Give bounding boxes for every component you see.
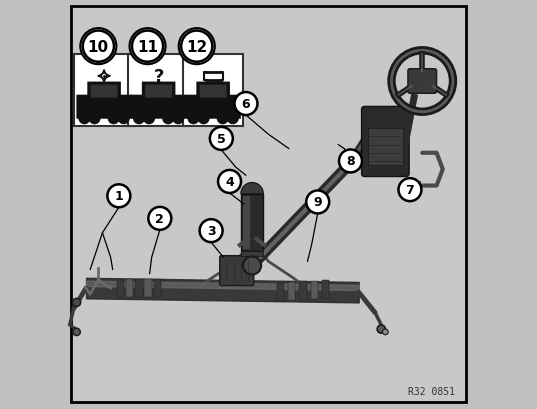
FancyBboxPatch shape bbox=[361, 107, 409, 177]
Text: ?: ? bbox=[154, 68, 164, 85]
FancyBboxPatch shape bbox=[76, 95, 132, 119]
Circle shape bbox=[133, 113, 145, 125]
Bar bbox=[299, 282, 307, 300]
Circle shape bbox=[198, 113, 209, 125]
Text: 11: 11 bbox=[137, 40, 158, 54]
Text: 9: 9 bbox=[314, 196, 322, 209]
Circle shape bbox=[118, 113, 130, 125]
FancyBboxPatch shape bbox=[145, 85, 172, 99]
Circle shape bbox=[179, 29, 215, 65]
Circle shape bbox=[200, 220, 222, 243]
FancyBboxPatch shape bbox=[91, 85, 118, 99]
Bar bbox=[322, 280, 329, 298]
FancyBboxPatch shape bbox=[131, 95, 186, 119]
Bar bbox=[277, 283, 284, 301]
Circle shape bbox=[217, 113, 229, 125]
Text: 5: 5 bbox=[217, 133, 226, 146]
Bar bbox=[128, 55, 189, 127]
Circle shape bbox=[306, 191, 329, 214]
Wedge shape bbox=[241, 183, 263, 194]
Bar bbox=[74, 55, 134, 127]
Text: 1: 1 bbox=[114, 190, 123, 203]
FancyBboxPatch shape bbox=[185, 95, 241, 119]
FancyBboxPatch shape bbox=[220, 256, 254, 286]
Circle shape bbox=[72, 299, 81, 307]
FancyBboxPatch shape bbox=[197, 82, 230, 97]
Circle shape bbox=[339, 150, 362, 173]
Text: R32 0851: R32 0851 bbox=[408, 386, 455, 396]
Circle shape bbox=[382, 329, 388, 335]
FancyBboxPatch shape bbox=[88, 82, 121, 97]
Circle shape bbox=[377, 325, 386, 333]
Bar bbox=[135, 279, 143, 297]
Circle shape bbox=[143, 113, 155, 125]
Circle shape bbox=[235, 93, 257, 116]
Circle shape bbox=[107, 113, 120, 125]
Circle shape bbox=[83, 31, 114, 63]
Bar bbox=[241, 252, 263, 256]
Text: 2: 2 bbox=[156, 212, 164, 225]
Bar bbox=[310, 281, 318, 299]
Text: 8: 8 bbox=[346, 155, 355, 168]
Circle shape bbox=[181, 31, 212, 63]
Circle shape bbox=[243, 257, 261, 275]
Bar bbox=[126, 279, 133, 297]
Circle shape bbox=[210, 128, 233, 151]
Bar bbox=[241, 194, 263, 252]
Circle shape bbox=[172, 113, 184, 125]
FancyBboxPatch shape bbox=[142, 82, 176, 97]
Circle shape bbox=[162, 113, 174, 125]
Circle shape bbox=[218, 171, 241, 193]
Bar bbox=[144, 279, 152, 297]
Circle shape bbox=[89, 113, 100, 125]
Circle shape bbox=[73, 328, 81, 336]
Bar bbox=[243, 196, 250, 249]
Circle shape bbox=[148, 207, 171, 230]
Circle shape bbox=[129, 29, 165, 65]
Text: 10: 10 bbox=[88, 40, 109, 54]
Bar bbox=[288, 283, 295, 301]
FancyBboxPatch shape bbox=[200, 85, 227, 99]
FancyBboxPatch shape bbox=[408, 70, 437, 94]
Bar bbox=[368, 129, 403, 166]
Text: 4: 4 bbox=[225, 175, 234, 189]
Bar bbox=[154, 279, 161, 297]
Bar bbox=[183, 55, 243, 127]
Text: 6: 6 bbox=[242, 98, 250, 111]
Bar bbox=[117, 279, 124, 297]
Text: 3: 3 bbox=[207, 225, 215, 238]
Circle shape bbox=[132, 31, 163, 63]
Circle shape bbox=[107, 185, 130, 208]
Circle shape bbox=[342, 155, 359, 172]
Text: 7: 7 bbox=[405, 184, 415, 197]
Circle shape bbox=[398, 179, 422, 202]
Circle shape bbox=[187, 113, 200, 125]
Circle shape bbox=[78, 113, 90, 125]
Text: 12: 12 bbox=[186, 40, 207, 54]
Circle shape bbox=[81, 29, 117, 65]
Circle shape bbox=[227, 113, 239, 125]
